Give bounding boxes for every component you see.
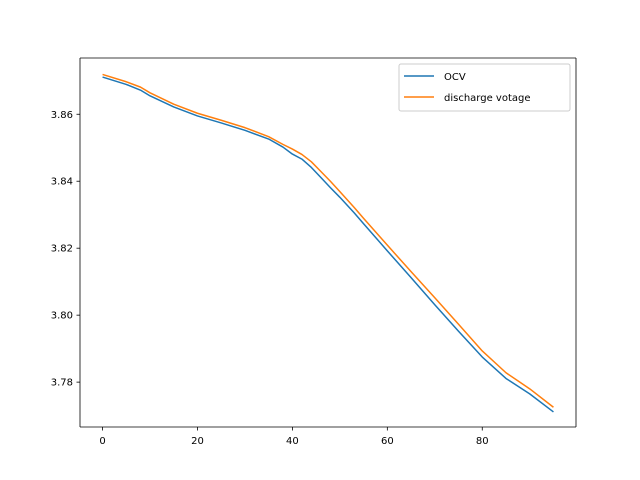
series-line-discharge-votage [102, 73, 554, 408]
y-tick-label: 3.84 [51, 177, 73, 188]
y-tick-label: 3.82 [51, 244, 73, 255]
legend-label-discharge-votage: discharge votage [444, 93, 531, 104]
legend: OCV discharge votage [398, 63, 571, 112]
x-axis-ticks: 0 20 40 60 80 [99, 427, 489, 447]
x-tick-label: 0 [99, 436, 105, 447]
x-tick-label: 80 [476, 436, 489, 447]
series-lines [102, 73, 554, 413]
x-tick-label: 60 [381, 436, 394, 447]
series-line-ocv [102, 76, 554, 413]
y-axis-ticks: 3.78 3.80 3.82 3.84 3.86 [51, 110, 80, 389]
x-tick-label: 20 [191, 436, 204, 447]
legend-box [398, 63, 571, 112]
x-tick-label: 40 [286, 436, 299, 447]
legend-label-ocv: OCV [444, 72, 466, 83]
y-tick-label: 3.80 [51, 311, 73, 322]
y-tick-label: 3.86 [51, 110, 73, 121]
y-tick-label: 3.78 [51, 378, 73, 389]
axes-frame [79, 57, 577, 428]
